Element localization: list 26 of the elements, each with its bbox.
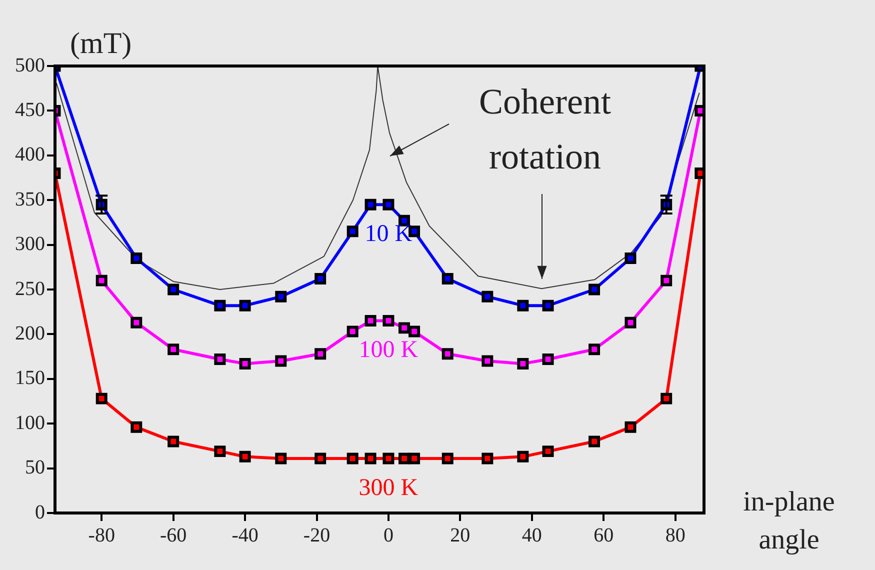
x-tick-label: -60 bbox=[160, 524, 187, 546]
y-tick-label: 250 bbox=[15, 278, 45, 300]
x-tick-label: -80 bbox=[88, 524, 115, 546]
annotation: Coherent rotation bbox=[479, 81, 611, 176]
y-tick-label: 300 bbox=[15, 233, 45, 256]
y-axis-title: (mT) bbox=[70, 26, 132, 60]
y-tick-label: 100 bbox=[15, 412, 45, 434]
x-tick-label: 20 bbox=[450, 524, 470, 546]
x-tick-label: 60 bbox=[594, 524, 614, 546]
y-tick-label: 0 bbox=[35, 501, 45, 524]
x-tick-label: -40 bbox=[232, 524, 258, 546]
x-tick-label: 80 bbox=[665, 524, 686, 546]
series-label: 10 K bbox=[364, 220, 413, 247]
x-tick-label: -20 bbox=[303, 524, 330, 546]
y-tick-label: 50 bbox=[25, 456, 45, 479]
y-tick-label: 350 bbox=[15, 188, 45, 210]
y-tick-label: 150 bbox=[15, 367, 45, 390]
y-tick-label: 450 bbox=[15, 98, 45, 121]
y-tick-label: 400 bbox=[15, 144, 45, 166]
x-tick-label: 40 bbox=[522, 524, 542, 546]
series-label: 300 K bbox=[358, 474, 419, 501]
y-tick-label: 500 bbox=[15, 54, 45, 76]
x-axis-title: in-plane angle bbox=[743, 486, 835, 556]
series-label: 100 K bbox=[358, 337, 419, 364]
x-tick-label: 0 bbox=[383, 524, 394, 546]
y-tick-label: 200 bbox=[15, 322, 45, 344]
